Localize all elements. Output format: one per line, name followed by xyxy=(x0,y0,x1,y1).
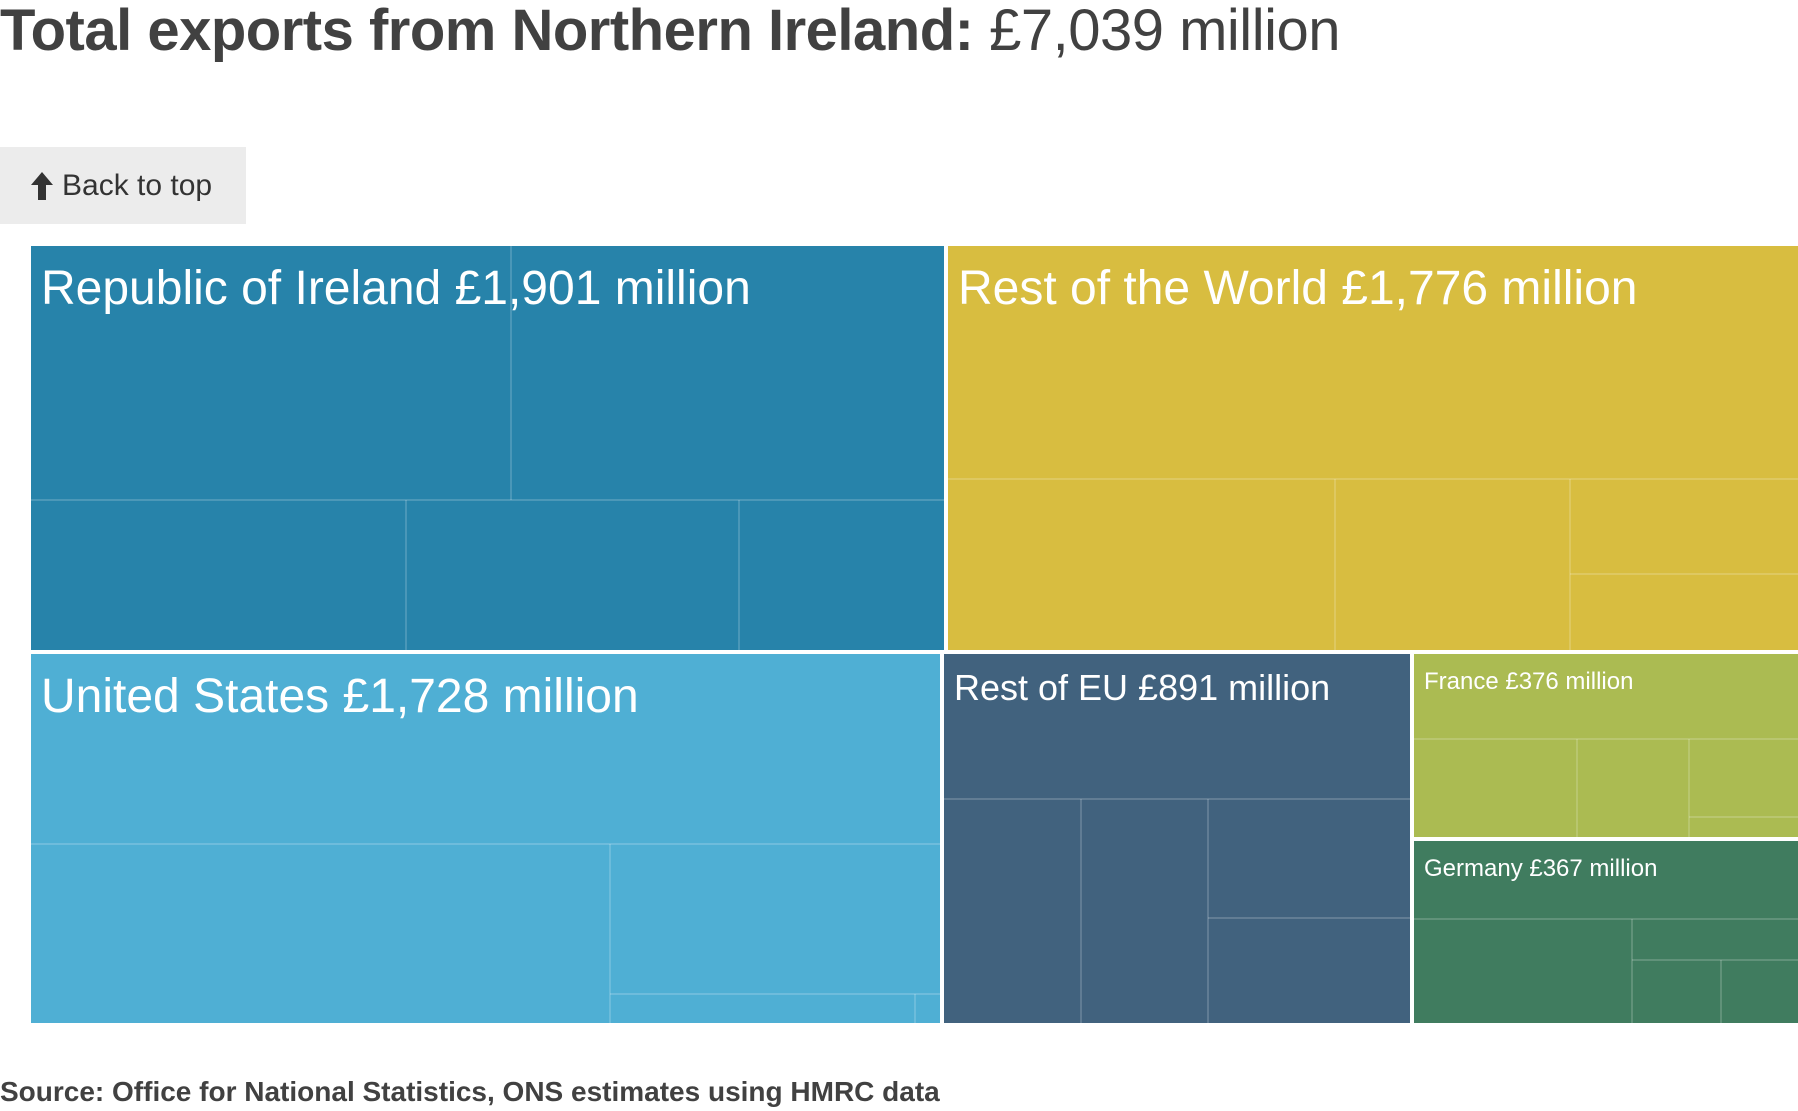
treemap-group-rest-of-the-world[interactable]: Rest of the World £1,776 million xyxy=(948,246,1798,650)
treemap-label-france: France £376 million xyxy=(1424,668,1633,695)
treemap-tile-germany[interactable] xyxy=(1414,841,1798,1023)
title-bold: Total exports from Northern Ireland: xyxy=(0,0,974,63)
treemap-tile-republic-of-ireland[interactable] xyxy=(31,246,944,650)
treemap-group-united-states[interactable]: United States £1,728 million xyxy=(31,654,940,1023)
page-title: Total exports from Northern Ireland: £7,… xyxy=(0,2,1340,60)
treemap-label-rest-of-the-world: Rest of the World £1,776 million xyxy=(958,262,1637,315)
source-note: Source: Office for National Statistics, … xyxy=(0,1076,940,1107)
treemap-tile-rest-of-eu[interactable] xyxy=(944,654,1410,1023)
treemap-chart: Republic of Ireland £1,901 million Rest o… xyxy=(31,246,1798,1023)
treemap-group-france[interactable]: France £376 million xyxy=(1414,654,1798,837)
arrow-up-icon xyxy=(31,171,53,200)
title-value: £7,039 million xyxy=(989,0,1340,63)
treemap-label-united-states: United States £1,728 million xyxy=(41,670,639,723)
treemap-group-rest-of-eu[interactable]: Rest of EU £891 million xyxy=(944,654,1410,1023)
treemap-label-republic-of-ireland: Republic of Ireland £1,901 million xyxy=(41,262,751,315)
treemap-group-republic-of-ireland[interactable]: Republic of Ireland £1,901 million xyxy=(31,246,944,650)
back-to-top-button[interactable]: Back to top xyxy=(0,147,246,224)
back-to-top-label: Back to top xyxy=(62,168,213,202)
treemap-label-germany: Germany £367 million xyxy=(1424,855,1657,882)
treemap-group-germany[interactable]: Germany £367 million xyxy=(1414,841,1798,1023)
treemap-tile-rest-of-the-world[interactable] xyxy=(948,246,1798,650)
treemap-tile-united-states[interactable] xyxy=(31,654,940,1023)
treemap-label-rest-of-eu: Rest of EU £891 million xyxy=(954,667,1330,708)
treemap-tile-france[interactable] xyxy=(1414,654,1798,837)
